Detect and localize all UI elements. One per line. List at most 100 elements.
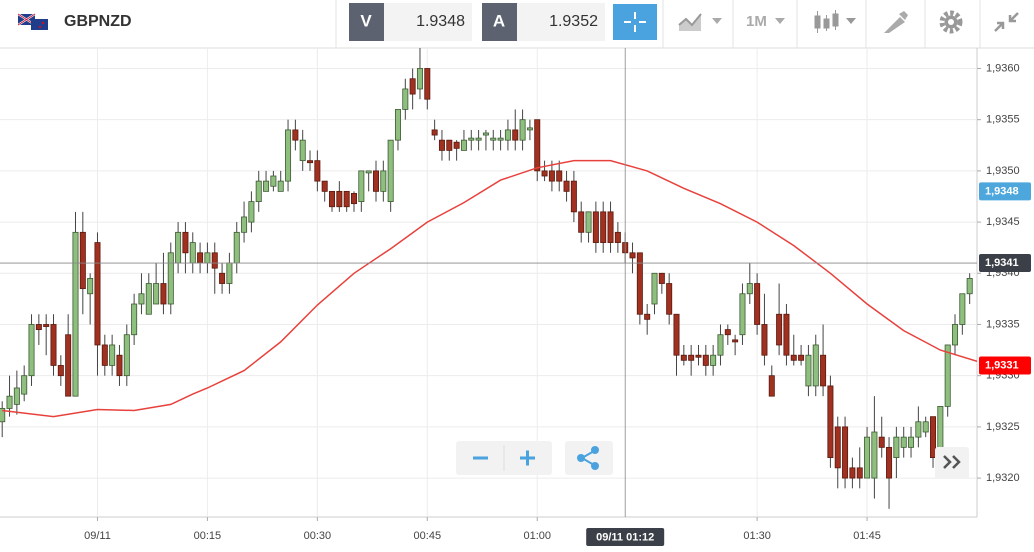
candle	[13, 370, 20, 415]
candle	[746, 263, 753, 305]
timeframe[interactable]: 1M	[746, 13, 767, 30]
candle-type-button[interactable]	[814, 10, 856, 33]
candle-body	[307, 160, 314, 164]
price-tag-label: 1,9348	[985, 185, 1019, 197]
candle	[87, 273, 94, 325]
candle-body	[548, 170, 555, 182]
candle-body	[6, 395, 13, 409]
crosshair-time-box	[586, 528, 665, 546]
candle	[321, 180, 328, 202]
x-tick-label: 01:45	[853, 530, 881, 542]
zoom-in[interactable]	[520, 450, 535, 466]
candle	[336, 181, 343, 212]
candle-body	[204, 252, 211, 264]
candle-body	[842, 426, 849, 479]
zoom-controls	[456, 441, 552, 475]
candle	[460, 129, 467, 151]
share-button[interactable]	[565, 441, 613, 475]
draw-button[interactable]	[884, 11, 908, 33]
separators	[662, 0, 981, 48]
candle-body	[798, 354, 805, 361]
candle-body	[526, 127, 533, 131]
candle	[768, 365, 775, 397]
candle	[915, 406, 922, 448]
candle	[182, 222, 189, 274]
candle	[6, 375, 13, 417]
x-tick-label: 00:45	[414, 530, 442, 542]
x-tick-label: 00:30	[304, 530, 332, 542]
candle	[131, 293, 138, 345]
candle-body	[189, 242, 196, 264]
candle-body	[761, 324, 768, 356]
candle-body	[219, 272, 226, 284]
candle	[431, 119, 438, 141]
candle	[534, 119, 541, 182]
candle-body	[864, 436, 871, 479]
candle-body	[35, 324, 42, 331]
candle	[893, 426, 900, 479]
candle	[702, 344, 709, 376]
candle-body	[600, 211, 607, 243]
candle	[351, 191, 358, 212]
candle	[116, 344, 123, 386]
candle-body	[834, 426, 841, 469]
candle-body	[680, 354, 687, 361]
scroll-end-button[interactable]	[935, 447, 969, 479]
candle	[871, 396, 878, 499]
candle-body	[28, 324, 35, 377]
candle-body	[336, 190, 343, 208]
candle	[812, 334, 819, 397]
crosshair-button[interactable]	[613, 4, 657, 40]
bid-button[interactable]	[349, 3, 384, 41]
ask-price: 1.9352	[549, 13, 598, 30]
settings-button[interactable]	[939, 10, 963, 34]
plot: 1,93201,93251,93301,93351,93401,93451,93…	[0, 48, 1031, 546]
plot-area	[0, 48, 977, 509]
candle	[270, 170, 277, 192]
candle	[167, 242, 174, 315]
candle	[658, 272, 665, 294]
candle	[563, 170, 570, 202]
candle	[820, 324, 827, 397]
ask-label[interactable]: A	[493, 11, 505, 30]
candle-body	[50, 324, 57, 366]
candle-body	[614, 231, 621, 243]
candle-body	[636, 252, 643, 315]
candle	[409, 68, 416, 110]
y-tick-label: 1,9345	[986, 216, 1020, 228]
candle	[651, 272, 658, 315]
ask-button[interactable]	[482, 3, 517, 41]
candle	[153, 263, 160, 305]
candle-body	[72, 231, 79, 397]
candle	[842, 416, 849, 489]
candle	[241, 201, 248, 243]
candle	[65, 314, 72, 397]
candle-body	[607, 211, 614, 243]
candle-body	[812, 344, 819, 387]
candle-body	[468, 137, 475, 141]
grid	[0, 48, 977, 517]
collapse-button[interactable]	[994, 12, 1019, 32]
candle-body	[922, 421, 929, 433]
candle-body	[79, 231, 86, 290]
candle	[43, 314, 50, 356]
bid-label[interactable]: V	[360, 11, 372, 30]
candle-body	[820, 354, 827, 387]
candle-body	[248, 201, 255, 223]
candle-body	[116, 354, 123, 377]
candle-body	[263, 180, 270, 192]
candle	[446, 139, 453, 161]
candle	[248, 191, 255, 233]
candle-body	[182, 231, 189, 254]
candle-body	[241, 216, 248, 233]
candle	[790, 334, 797, 366]
candle	[944, 344, 951, 417]
bid-price: 1.9348	[416, 13, 465, 30]
candle-body	[13, 387, 20, 405]
candle-body	[930, 416, 937, 459]
candle-body	[226, 262, 233, 284]
chart-type-button[interactable]	[678, 13, 722, 31]
candle-body	[438, 139, 445, 151]
candle	[739, 283, 746, 345]
candle-body	[270, 175, 277, 187]
